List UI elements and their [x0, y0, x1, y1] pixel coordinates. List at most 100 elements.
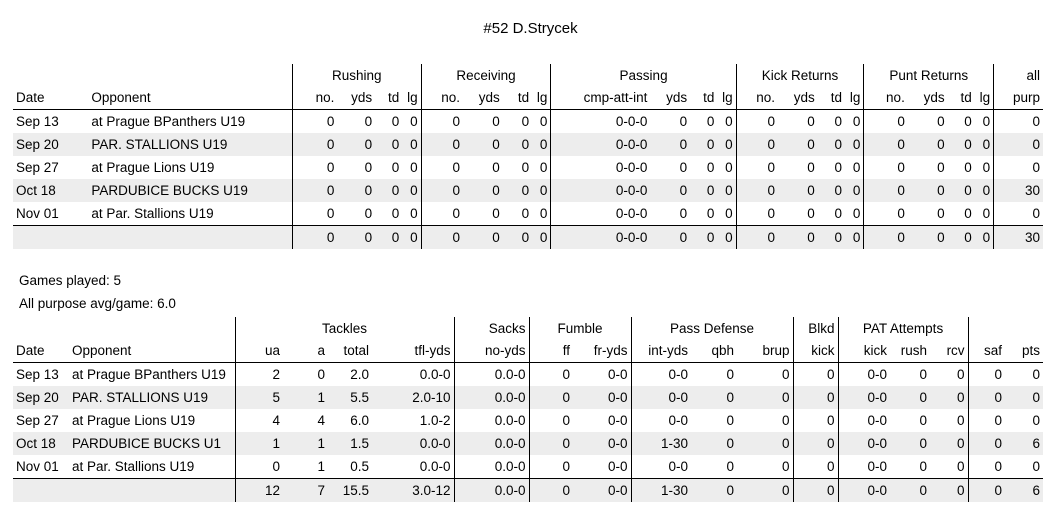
table-cell: PAR. STALLIONS U19 — [88, 133, 293, 156]
table-cell: 0 — [735, 109, 779, 133]
table-cell: 0 — [402, 133, 422, 156]
table-cell: 0 — [420, 156, 464, 179]
table-cell: 0 — [834, 114, 843, 129]
table-cell: 0 — [964, 114, 972, 129]
table-cell: 0 — [1032, 367, 1041, 382]
column-header: td — [690, 86, 718, 110]
total-cell — [69, 478, 235, 502]
column-header: rcv — [930, 339, 969, 363]
column-header: lg — [402, 86, 422, 110]
table-cell: 0 — [863, 202, 908, 226]
total-cell: 0 — [337, 225, 376, 249]
table-cell: 0-0-0 — [550, 156, 651, 179]
group-all: all — [993, 64, 1043, 86]
table-cell: 0 — [725, 160, 733, 175]
table-cell: 0 — [735, 202, 779, 226]
table-cell: 0 — [817, 179, 846, 202]
total-cell: 12 — [234, 478, 283, 502]
defense-stats-table: Tackles Sacks Fumble Pass Defense Blkd P… — [13, 317, 1044, 502]
table-cell: 0 — [410, 160, 418, 175]
table-cell: 0 — [532, 179, 551, 202]
table-cell: PAR. STALLIONS U19 — [69, 386, 235, 409]
table-cell: 0 — [492, 160, 500, 175]
table-cell: at Par. Stallions U19 — [91, 206, 214, 221]
total-cell: 0 — [420, 225, 464, 249]
table-cell: PARDUBICE BUCKS U19 — [88, 179, 293, 202]
total-cell: 0-0 — [837, 478, 891, 502]
total-cell: 0 — [845, 225, 864, 249]
offense-group-header-row: Rushing Receiving Passing Kick Returns P… — [13, 64, 1043, 86]
group-kick-returns: Kick Returns — [735, 64, 864, 86]
table-cell: 0 — [792, 432, 839, 455]
table-cell: 0 — [947, 179, 975, 202]
table-cell: 0 — [492, 114, 500, 129]
table-cell: 0 — [778, 179, 818, 202]
total-cell: 15.5 — [328, 478, 372, 502]
table-cell: 0 — [982, 206, 991, 221]
table-cell: 0 — [650, 133, 691, 156]
table-cell: 0 — [974, 179, 994, 202]
column-header: Opponent — [69, 339, 235, 363]
table-cell: 0 — [792, 455, 839, 479]
offense-stats-table: Rushing Receiving Passing Kick Returns P… — [13, 64, 1043, 249]
table-cell: 0 — [782, 459, 790, 474]
table-cell: 0-0 — [837, 432, 891, 455]
table-cell: 0 — [845, 179, 864, 202]
table-cell: Oct 18 — [13, 432, 69, 455]
group-rushing: Rushing — [291, 64, 422, 86]
table-cell: 0-0-0 — [550, 202, 651, 226]
table-cell: 0 — [782, 367, 790, 382]
group-pat-attempts: PAT Attempts — [837, 317, 969, 339]
table-cell: 0.0-0 — [419, 367, 451, 382]
column-header: cmp-att-int — [550, 86, 651, 110]
total-cell: 0 — [930, 478, 969, 502]
table-cell: 0 — [502, 133, 533, 156]
column-header: int-yds — [630, 339, 692, 363]
table-cell: 0 — [807, 114, 815, 129]
table-cell: 2 — [234, 362, 283, 386]
table-cell: 0-0-0 — [550, 179, 651, 202]
table-cell: 0 — [817, 133, 846, 156]
table-cell: 0-0 — [630, 455, 692, 479]
table-cell: 0 — [391, 206, 400, 221]
table-cell: Oct 18 — [13, 179, 89, 202]
table-cell: 0 — [852, 160, 861, 175]
column-header: ff — [528, 339, 574, 363]
total-cell: 0 — [967, 478, 1006, 502]
table-cell: 0 — [726, 459, 735, 474]
table-row: Nov 01 at Par. Stallions U19 0 0 0 0 0 0 0 0 0-0-0… — [13, 202, 1043, 226]
table-cell: 0 — [234, 455, 283, 479]
totals-row: 0 0 0 0 0 0 0 0 0-0-0 0 0 0 0 0 0 0 0 0 0 0 30 — [13, 225, 1043, 249]
column-header: lg — [845, 86, 864, 110]
group-receiving: Receiving — [420, 64, 551, 86]
column-header: pts — [1005, 339, 1044, 363]
table-cell: 0 — [679, 114, 688, 129]
table-cell: 0 — [957, 367, 965, 382]
table-cell: Sep 20 — [13, 386, 69, 409]
column-header: ua — [234, 339, 283, 363]
table-cell: 0 — [463, 133, 503, 156]
column-header: td — [817, 86, 846, 110]
total-cell: 3.0-12 — [372, 478, 455, 502]
table-cell: 0.5 — [350, 459, 369, 474]
table-cell: 0 — [391, 160, 400, 175]
offense-column-header-row: Date Opponent no. yds td lg no. yds td l… — [13, 86, 1043, 110]
table-cell: 0 — [967, 386, 1006, 409]
table-cell: 0 — [974, 133, 994, 156]
column-header: no. — [420, 86, 464, 110]
table-cell: Sep 13 — [16, 367, 59, 382]
column-header: fr-yds — [573, 339, 632, 363]
table-cell: 0 — [725, 206, 733, 221]
group-tackles: Tackles — [234, 317, 455, 339]
total-cell: 0 — [907, 225, 948, 249]
table-cell: at Prague Lions U19 — [72, 413, 196, 428]
table-cell: 0 — [834, 160, 843, 175]
table-cell: 5.5 — [328, 386, 372, 409]
table-cell: 0 — [375, 133, 403, 156]
table-cell: 0 — [690, 133, 718, 156]
table-cell: 0-0 — [837, 409, 891, 432]
table-cell: 0 — [364, 114, 373, 129]
table-cell: 0 — [919, 367, 928, 382]
table-cell: PARDUBICE BUCKS U1 — [69, 432, 235, 455]
table-cell: 0 — [528, 362, 574, 386]
